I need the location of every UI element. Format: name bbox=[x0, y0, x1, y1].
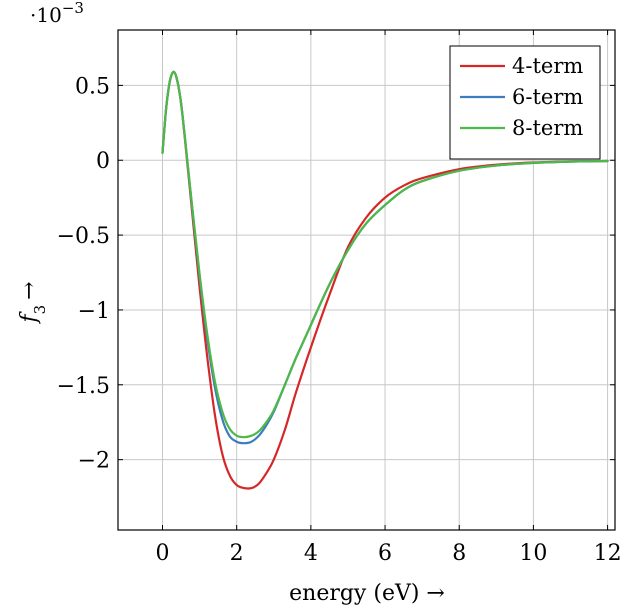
tick-labels: 0 2 4 6 8 10 12 0.5 0 −0.5 −1 −1.5 −2 bbox=[57, 74, 622, 566]
x-axis-label: energy (eV) → bbox=[289, 581, 445, 606]
legend-label-4-term: 4-term bbox=[512, 54, 583, 78]
x-tick-label: 0 bbox=[156, 541, 170, 566]
y-tick-label: 0 bbox=[96, 149, 110, 174]
series-line-8-term bbox=[161, 70, 609, 439]
x-tick-label: 8 bbox=[452, 541, 466, 566]
y-axis-label-arrow: → bbox=[17, 281, 42, 299]
x-tick-label: 2 bbox=[230, 541, 244, 566]
x-tick-label: 10 bbox=[519, 541, 547, 566]
y-tick-label: −2 bbox=[78, 449, 110, 474]
y-tick-label: 0.5 bbox=[75, 74, 110, 99]
y-scale-exponent: −3 bbox=[62, 0, 84, 17]
series-layer bbox=[161, 70, 609, 490]
legend-label-8-term: 8-term bbox=[512, 116, 583, 140]
legend-label-6-term: 6-term bbox=[512, 85, 583, 109]
y-tick-label: −1 bbox=[78, 299, 110, 324]
ticks bbox=[118, 30, 615, 530]
legend: 4-term 6-term 8-term bbox=[449, 45, 601, 160]
y-axis-label-sub: 3 bbox=[31, 305, 49, 315]
legend-box bbox=[449, 45, 601, 160]
y-scale-prefix: ·10 bbox=[30, 3, 62, 27]
x-tick-label: 4 bbox=[304, 541, 318, 566]
y-tick-label: −1.5 bbox=[57, 374, 110, 399]
y-tick-label: −0.5 bbox=[57, 224, 110, 249]
x-tick-label: 12 bbox=[594, 541, 622, 566]
x-tick-label: 6 bbox=[378, 541, 392, 566]
plot-frame bbox=[117, 29, 616, 531]
y-scale-factor: ·10−3 bbox=[30, 0, 84, 27]
y-axis-label: f3→ bbox=[17, 281, 49, 324]
